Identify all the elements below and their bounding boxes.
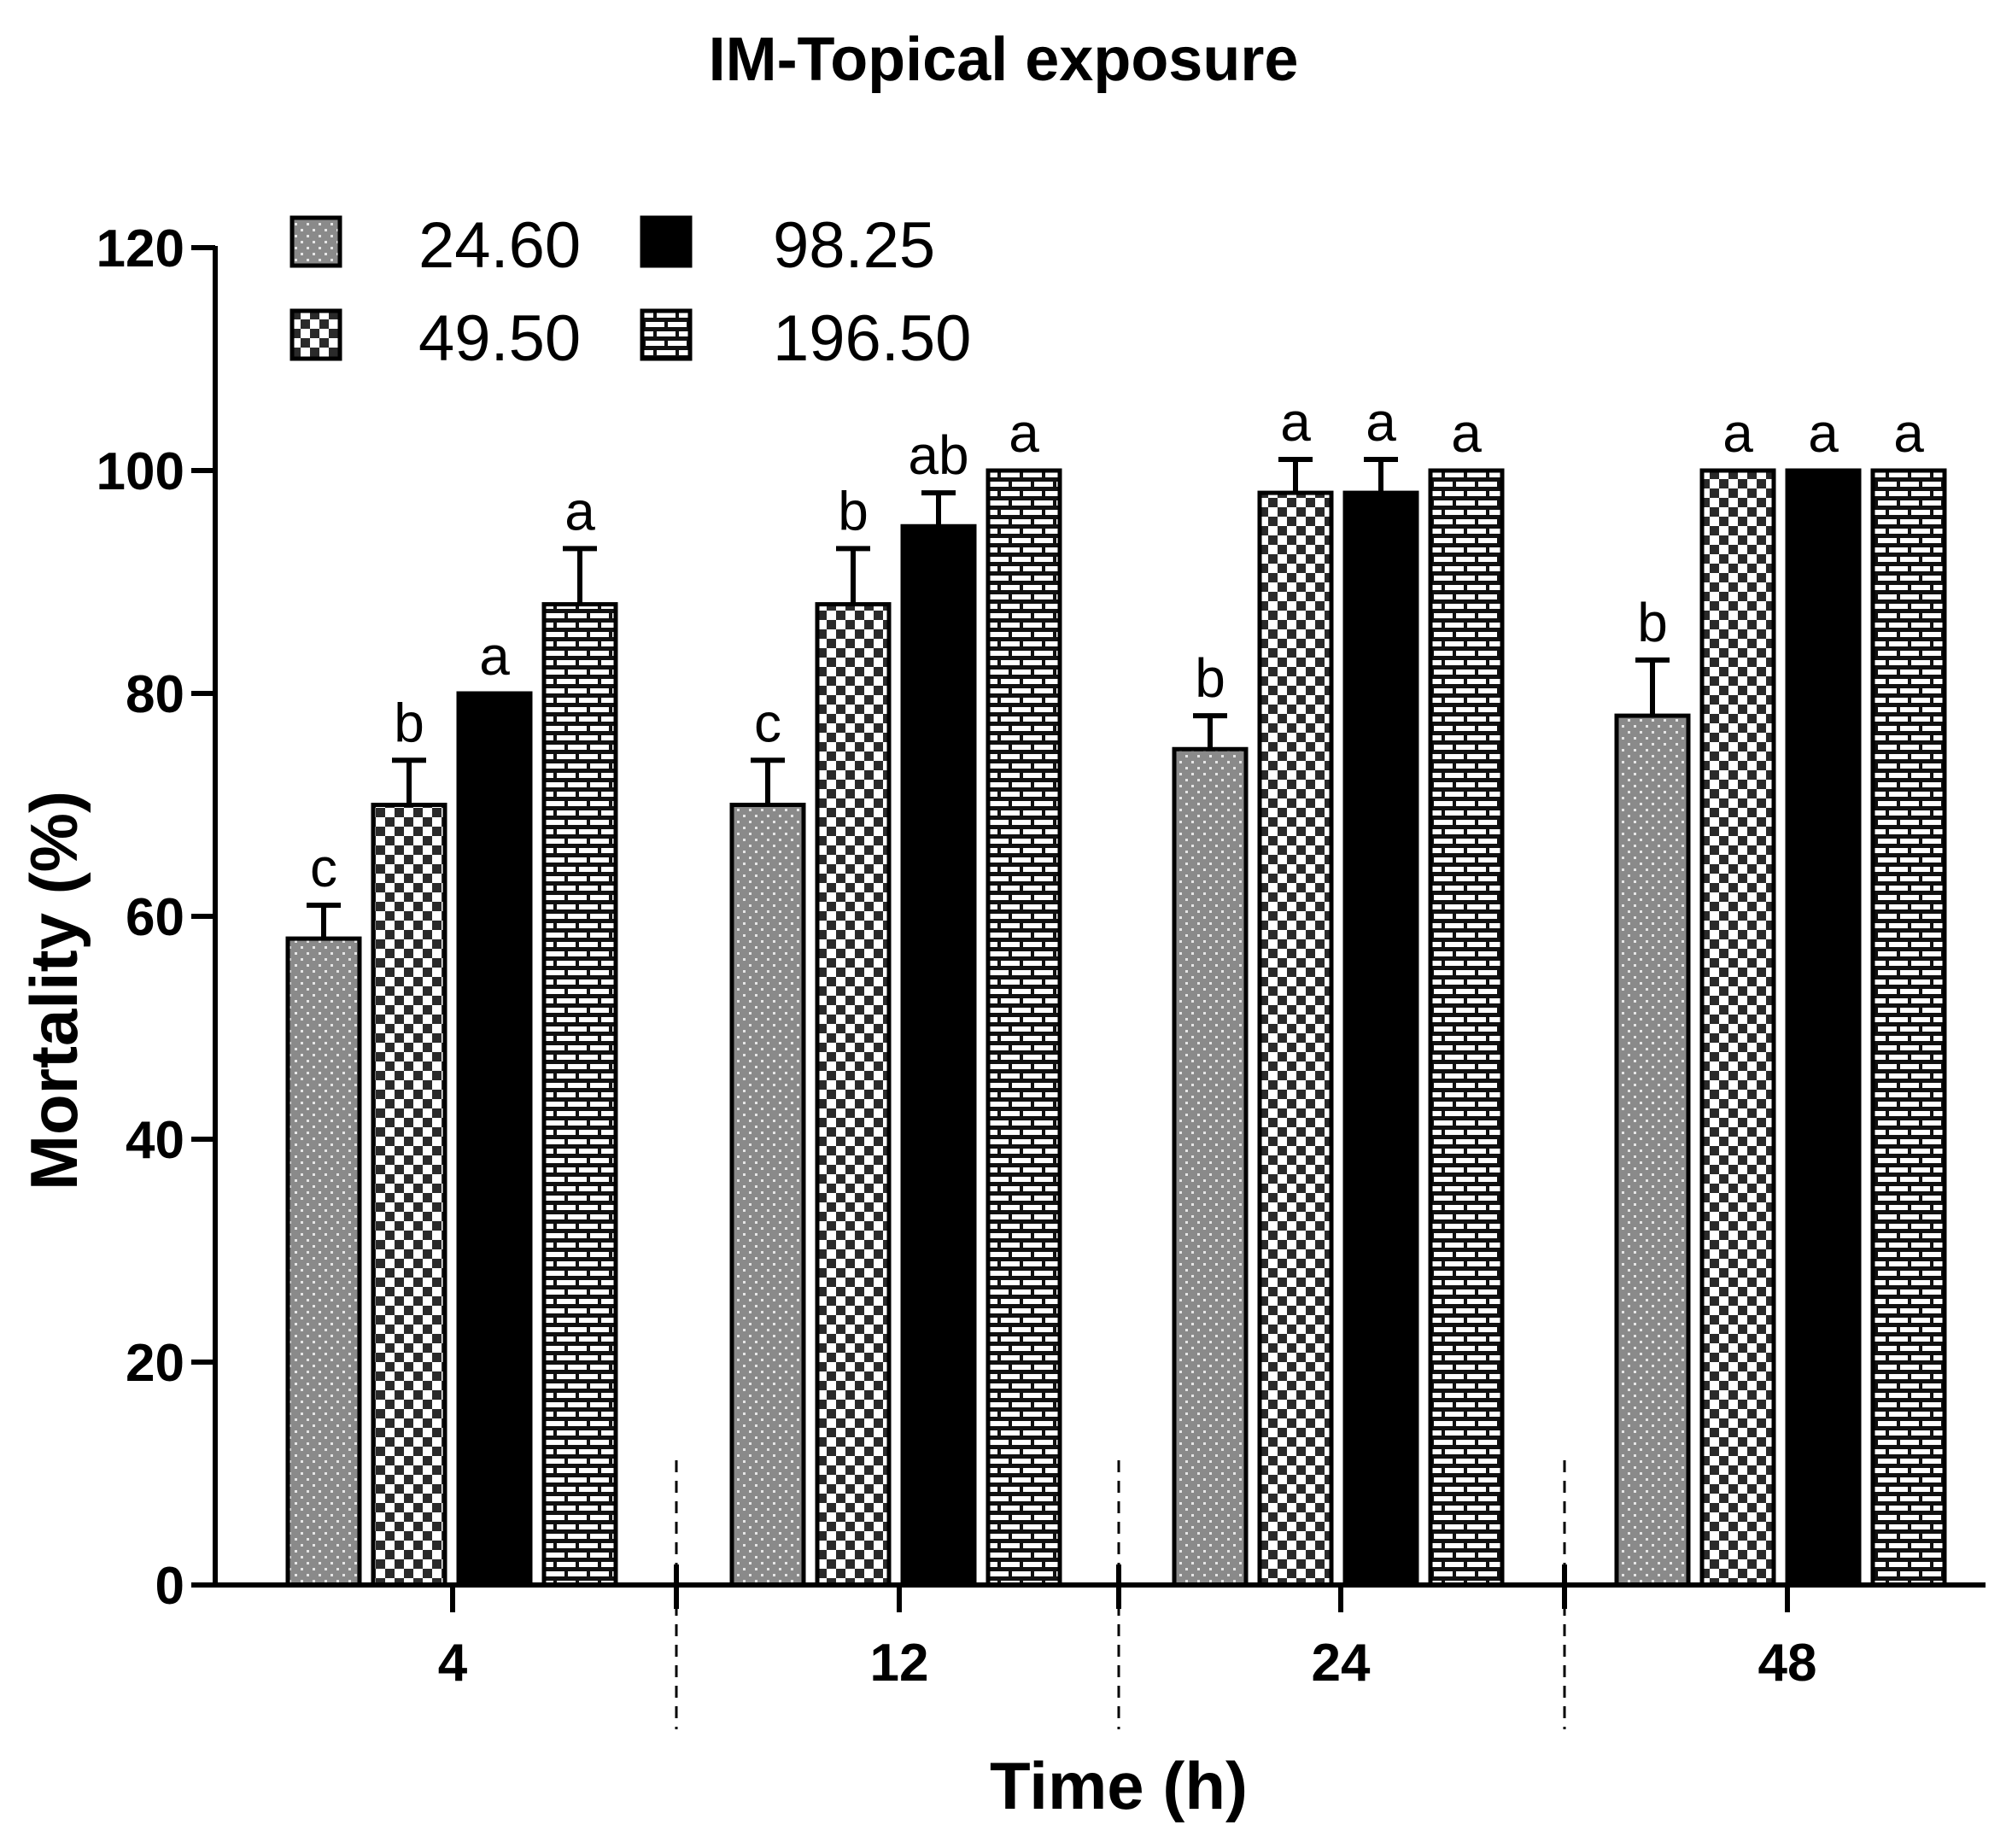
chart-title: IM-Topical exposure [709, 26, 1299, 94]
y-tick-label: 120 [97, 219, 184, 278]
x-tick-label: 12 [870, 1634, 929, 1693]
legend-label-98.25: 98.25 [773, 209, 935, 282]
significance-letter: a [1722, 402, 1753, 464]
y-axis-title: Mortality (%) [16, 791, 91, 1190]
y-tick-label: 100 [97, 442, 184, 501]
legend-swatch-24.60 [290, 215, 342, 268]
significance-letter: a [564, 480, 595, 541]
y-tick-label: 40 [126, 1111, 184, 1170]
bar-49.50-at-48 [1699, 468, 1776, 1588]
x-tick-label: 48 [1758, 1634, 1817, 1693]
legend-swatch-49.50 [290, 308, 342, 361]
significance-letter: a [1366, 391, 1396, 453]
bar-98.25-at-4 [456, 691, 533, 1588]
x-axis-title: Time (h) [990, 1748, 1248, 1823]
significance-letter: b [394, 692, 424, 753]
bar-24.60-at-48 [1614, 713, 1691, 1588]
axes-group: 0 20 40 60 80 100 120 4 12 24 48 [97, 219, 1986, 1729]
significance-letter: a [1893, 402, 1924, 464]
legend-label-49.50: 49.50 [418, 302, 581, 375]
significance-letter: a [479, 625, 510, 687]
significance-letter: c [754, 692, 781, 753]
bar-196.50-at-12 [986, 468, 1062, 1588]
legend: 24.60 49.50 98.25 196.50 [290, 209, 971, 375]
significance-letter: b [1637, 592, 1668, 653]
significance-letter: a [1009, 402, 1039, 464]
bar-98.25-at-48 [1785, 468, 1862, 1588]
bar-196.50-at-48 [1870, 468, 1947, 1588]
significance-letter: a [1808, 402, 1839, 464]
legend-label-24.60: 24.60 [418, 209, 581, 282]
bar-24.60-at-4 [285, 936, 362, 1588]
bar-98.25-at-12 [900, 523, 977, 1588]
bar-24.60-at-24 [1172, 746, 1249, 1588]
significance-letter: a [1280, 391, 1311, 453]
y-tick-label: 80 [126, 665, 184, 724]
legend-label-196.50: 196.50 [773, 302, 971, 375]
legend-swatch-196.50 [640, 308, 693, 361]
y-tick-label: 60 [126, 888, 184, 947]
x-tick-label: 4 [438, 1634, 468, 1693]
x-tick-label: 24 [1312, 1634, 1371, 1693]
bar-98.25-at-24 [1342, 490, 1419, 1588]
bar-49.50-at-12 [815, 602, 892, 1588]
y-tick-label: 20 [126, 1334, 184, 1393]
bar-49.50-at-24 [1257, 490, 1334, 1588]
significance-letter: ab [908, 424, 968, 486]
bar-24.60-at-12 [729, 803, 806, 1588]
significance-letter: b [1195, 647, 1225, 709]
significance-letter: c [310, 837, 337, 898]
bar-196.50-at-24 [1428, 468, 1505, 1588]
legend-swatch-98.25 [640, 215, 693, 268]
bar-196.50-at-4 [541, 602, 618, 1588]
y-tick-label: 0 [155, 1557, 184, 1616]
significance-letter: b [838, 480, 869, 541]
bar-49.50-at-4 [371, 803, 447, 1588]
significance-letter: a [1451, 402, 1482, 464]
